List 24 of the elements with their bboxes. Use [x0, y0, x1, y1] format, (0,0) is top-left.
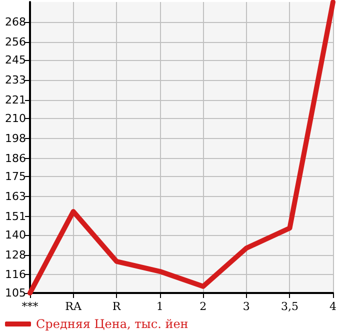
x-tick-label: 3,5	[280, 300, 298, 313]
x-tick-label: R	[112, 300, 122, 313]
y-tick-label: 221	[5, 94, 26, 107]
legend-label: Средняя Цена, тыс. йен	[36, 317, 188, 331]
x-tick-label: RA	[65, 300, 82, 313]
y-tick-label: 105	[5, 286, 26, 300]
x-tick-label: ***	[22, 300, 39, 313]
x-tick-label: 4	[330, 300, 336, 313]
y-tick-label: 163	[5, 190, 26, 204]
y-tick-label: 233	[5, 74, 26, 87]
x-tick-label: 2	[200, 300, 207, 313]
y-tick-label: 151	[5, 210, 26, 224]
y-tick-label: 198	[5, 132, 26, 145]
y-tick-label: 175	[5, 170, 26, 184]
y-tick-label: 116	[5, 268, 26, 282]
x-tick-label: 1	[156, 300, 164, 313]
y-tick-label: 210	[5, 112, 26, 125]
y-tick-label: 140	[5, 228, 26, 242]
y-tick-label: 245	[5, 54, 26, 67]
y-tick-label: 128	[5, 248, 26, 262]
x-tick-label: 3	[242, 300, 250, 313]
y-tick-label: 268	[5, 15, 26, 28]
y-tick-label: 186	[5, 152, 26, 165]
y-tick-label: 256	[5, 35, 26, 48]
